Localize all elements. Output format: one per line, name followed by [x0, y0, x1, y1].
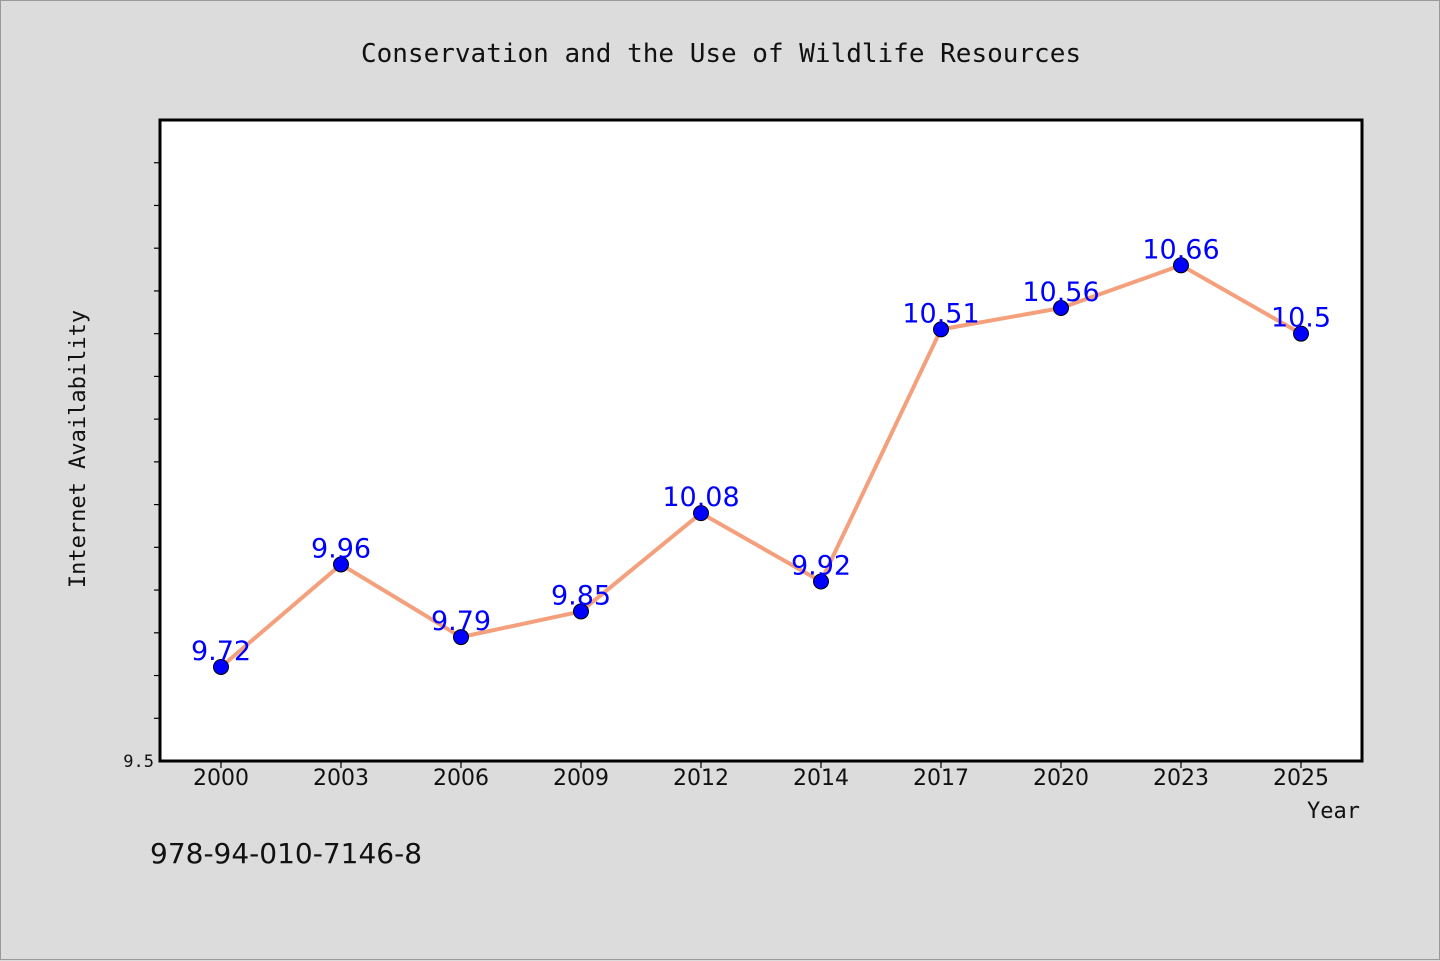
x-tick-label: 2003 — [313, 766, 369, 791]
x-tick-label: 2014 — [793, 766, 849, 791]
data-label: 10.66 — [1142, 234, 1219, 265]
data-point — [333, 556, 349, 573]
data-point — [1173, 257, 1189, 274]
data-label: 9.72 — [191, 636, 251, 667]
marker-group — [213, 257, 1309, 675]
data-label: 10.5 — [1271, 303, 1331, 334]
isbn-text: 978-94-010-7146-8 — [150, 837, 422, 870]
x-axis-ticks: 2000 2003 2006 2009 2012 2014 2017 2020 2023 2025 — [193, 761, 1329, 791]
plot-area — [158, 118, 1364, 763]
chart-title: Conservation and the Use of Wildlife Res… — [361, 39, 1081, 69]
x-axis-label: Year — [1307, 799, 1360, 824]
data-point — [933, 321, 949, 338]
x-tick-label: 2023 — [1153, 766, 1209, 791]
data-point — [1053, 300, 1069, 317]
data-label: 10.56 — [1022, 277, 1099, 308]
y-tick-label: 9.5 — [123, 752, 154, 772]
data-point — [1293, 325, 1309, 342]
data-label: 9.79 — [431, 606, 491, 637]
x-tick-label: 2009 — [553, 766, 609, 791]
x-tick-label: 2006 — [433, 766, 489, 791]
data-point — [573, 603, 589, 620]
data-label-group: 9.72 9.96 9.79 9.85 10.08 9.92 10.51 10.56 10.66… — [191, 234, 1331, 667]
data-label: 10.08 — [662, 482, 739, 513]
data-point — [693, 505, 709, 522]
data-point — [813, 573, 829, 590]
y-axis-ticks: 9.5 — [123, 162, 160, 772]
data-label: 9.85 — [551, 580, 611, 611]
data-label: 10.51 — [902, 298, 979, 329]
data-point — [453, 629, 469, 646]
series-line-group — [219, 263, 1303, 669]
x-tick-label: 2012 — [673, 766, 729, 791]
x-tick-label: 2017 — [913, 766, 969, 791]
series-line — [219, 263, 1303, 669]
x-tick-label: 2000 — [193, 766, 249, 791]
x-tick-label: 2025 — [1273, 766, 1329, 791]
y-axis-label: Internet Availability — [66, 310, 91, 588]
data-label: 9.96 — [311, 533, 371, 564]
data-label: 9.92 — [791, 551, 851, 582]
data-point — [213, 658, 229, 675]
x-tick-label: 2020 — [1033, 766, 1089, 791]
